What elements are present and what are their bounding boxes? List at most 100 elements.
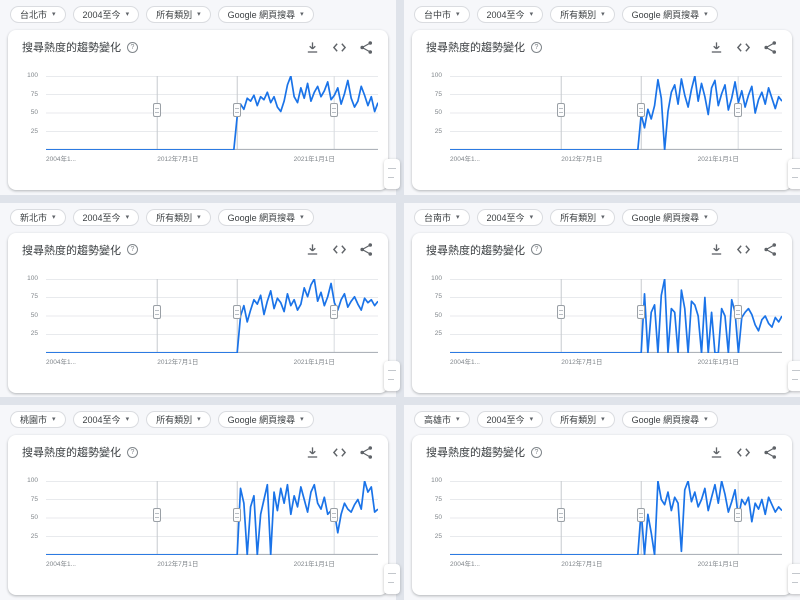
chevron-down-icon: ▾ (197, 213, 201, 221)
x-tick-label: 2004年1... (450, 561, 480, 569)
download-icon[interactable] (709, 242, 724, 257)
region-filter-label: 台中市 (424, 10, 452, 20)
region-filter-chip[interactable]: 台北市 ▾ (10, 6, 66, 23)
embed-icon[interactable] (332, 445, 347, 460)
search-type-filter-chip[interactable]: Google 網頁搜尋 ▾ (217, 208, 314, 226)
time-filter-chip[interactable]: 2004至今 ▾ (476, 411, 544, 429)
share-icon[interactable] (763, 40, 778, 55)
search-type-filter-chip[interactable]: Google 網頁搜尋 ▾ (217, 411, 314, 429)
note-marker[interactable] (330, 507, 339, 522)
share-icon[interactable] (763, 445, 778, 460)
note-marker[interactable] (637, 507, 646, 522)
category-filter-chip[interactable]: 所有類別 ▾ (146, 208, 211, 226)
chevron-down-icon: ▾ (601, 11, 605, 18)
y-tick-label: 25 (434, 532, 442, 540)
download-icon[interactable] (305, 242, 320, 257)
y-axis: 100 75 50 25 (422, 275, 448, 353)
time-filter-chip[interactable]: 2004至今 ▾ (72, 411, 140, 429)
y-axis: 100 75 50 25 (18, 72, 44, 150)
help-icon[interactable]: ? (127, 41, 138, 53)
region-filter-chip[interactable]: 台南市 ▾ (414, 208, 470, 226)
y-tick-label: 25 (30, 127, 38, 135)
chevron-down-icon: ▾ (300, 11, 304, 18)
filter-bar: 台南市 ▾ 2004至今 ▾ 所有類別 ▾ Google 網頁搜尋 ▾ (404, 203, 800, 230)
card-title: 搜尋熱度的趨勢變化 (426, 42, 525, 54)
x-tick-label: 2021年1月1日 (697, 358, 739, 366)
note-marker[interactable] (233, 102, 242, 117)
region-filter-label: 高雄市 (424, 415, 452, 426)
card-title: 搜尋熱度的趨勢變化 (426, 447, 525, 460)
category-filter-chip[interactable]: 所有類別 ▾ (550, 411, 615, 429)
help-icon[interactable]: ? (127, 446, 138, 458)
time-filter-chip[interactable]: 2004至今 ▾ (476, 208, 544, 226)
share-icon[interactable] (359, 242, 374, 257)
chevron-down-icon: ▾ (529, 11, 534, 18)
category-filter-chip[interactable]: 所有類別 ▾ (146, 6, 211, 23)
chevron-down-icon: ▾ (704, 11, 708, 18)
region-filter-chip[interactable]: 台中市 ▾ (414, 6, 470, 23)
search-type-filter-label: Google 網頁搜尋 (227, 10, 296, 20)
search-type-filter-chip[interactable]: Google 網頁搜尋 ▾ (217, 6, 314, 23)
share-icon[interactable] (763, 242, 778, 257)
y-tick-label: 50 (30, 109, 38, 116)
region-filter-chip[interactable]: 新北市 ▾ (10, 208, 66, 226)
download-icon[interactable] (709, 445, 724, 460)
time-filter-chip[interactable]: 2004至今 ▾ (72, 6, 140, 23)
search-type-filter-chip[interactable]: Google 網頁搜尋 ▾ (621, 208, 718, 226)
chevron-down-icon: ▾ (125, 213, 130, 221)
note-marker[interactable] (557, 102, 566, 117)
note-marker[interactable] (637, 102, 646, 117)
region-filter-chip[interactable]: 高雄市 ▾ (414, 411, 470, 429)
note-marker[interactable] (734, 507, 743, 522)
cutoff-tooltip (384, 361, 400, 392)
embed-icon[interactable] (736, 40, 751, 55)
note-marker[interactable] (330, 305, 339, 320)
category-filter-chip[interactable]: 所有類別 ▾ (550, 6, 615, 23)
region-filter-chip[interactable]: 桃園市 ▾ (10, 411, 66, 429)
y-tick-label: 100 (431, 72, 442, 79)
help-icon[interactable]: ? (531, 446, 542, 458)
category-filter-chip[interactable]: 所有類別 ▾ (146, 411, 211, 429)
time-filter-label: 2004至今 (486, 415, 525, 426)
interest-over-time-card: 搜尋熱度的趨勢變化 ? 100 75 50 25 20 (412, 232, 792, 393)
panel-new-taipei: 新北市 ▾ 2004至今 ▾ 所有類別 ▾ Google 網頁搜尋 ▾ 搜尋熱度的趨勢變… (0, 202, 400, 398)
note-marker[interactable] (637, 305, 646, 320)
y-tick-label: 75 (434, 90, 442, 98)
embed-icon[interactable] (736, 445, 751, 460)
x-tick-label: 2021年1月1日 (293, 561, 335, 569)
embed-icon[interactable] (332, 40, 347, 55)
time-filter-chip[interactable]: 2004至今 ▾ (72, 208, 140, 226)
line-chart-plot (450, 279, 782, 353)
download-icon[interactable] (709, 40, 724, 55)
help-icon[interactable]: ? (531, 244, 542, 256)
note-marker[interactable] (153, 507, 162, 522)
y-tick-label: 50 (434, 109, 442, 116)
category-filter-chip[interactable]: 所有類別 ▾ (550, 208, 615, 226)
note-marker[interactable] (153, 102, 162, 117)
search-type-filter-chip[interactable]: Google 網頁搜尋 ▾ (621, 411, 718, 429)
download-icon[interactable] (305, 40, 320, 55)
share-icon[interactable] (359, 40, 374, 55)
chevron-down-icon: ▾ (197, 11, 201, 18)
note-marker[interactable] (557, 507, 566, 522)
y-axis: 100 75 50 25 (18, 275, 44, 353)
note-marker[interactable] (734, 305, 743, 320)
cutoff-tooltip (384, 158, 400, 189)
x-tick-label: 2012年7月1日 (561, 358, 603, 366)
embed-icon[interactable] (736, 242, 751, 257)
note-marker[interactable] (330, 102, 339, 117)
embed-icon[interactable] (332, 242, 347, 257)
note-marker[interactable] (734, 102, 743, 117)
help-icon[interactable]: ? (127, 244, 138, 256)
search-type-filter-chip[interactable]: Google 網頁搜尋 ▾ (621, 6, 718, 23)
note-marker[interactable] (233, 507, 242, 522)
note-marker[interactable] (153, 305, 162, 320)
note-marker[interactable] (557, 305, 566, 320)
time-filter-chip[interactable]: 2004至今 ▾ (476, 6, 544, 23)
interest-over-time-card: 搜尋熱度的趨勢變化 ? 100 75 50 25 20 (8, 435, 388, 596)
help-icon[interactable]: ? (531, 41, 542, 53)
download-icon[interactable] (305, 445, 320, 460)
note-marker[interactable] (233, 305, 242, 320)
x-tick-label: 2004年1... (46, 561, 76, 569)
share-icon[interactable] (359, 445, 374, 460)
